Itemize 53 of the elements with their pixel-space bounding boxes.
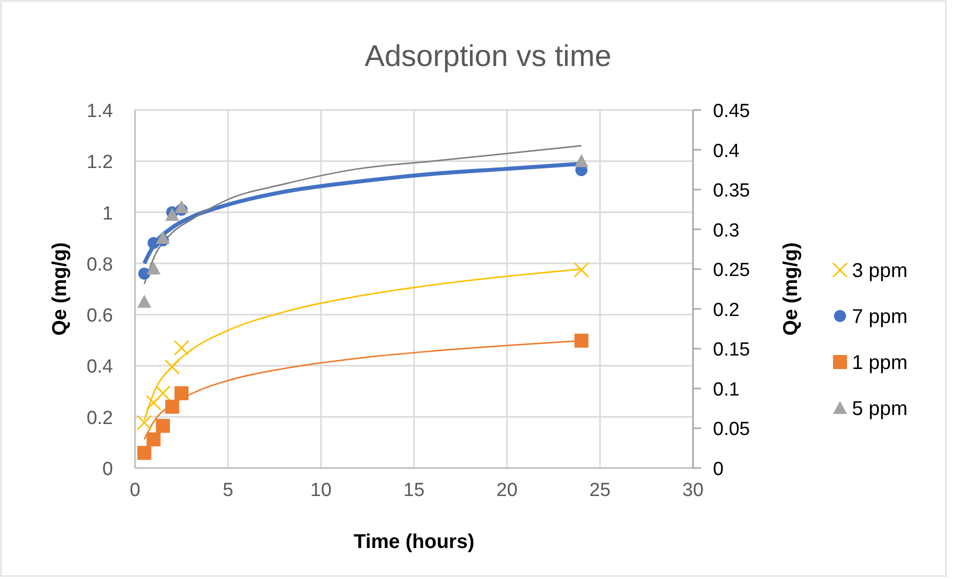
x-tick-label: 20 xyxy=(496,480,518,501)
y2-tick-label: 0.25 xyxy=(713,260,750,282)
y-tick-label: 0.2 xyxy=(86,408,113,429)
x-tick-label: 25 xyxy=(589,480,611,501)
y-tick-label: 1.4 xyxy=(86,101,114,122)
y2-tick-label: 0.4 xyxy=(713,140,740,162)
legend-label: 7 ppm xyxy=(852,306,908,328)
point xyxy=(174,340,190,356)
x-tick-label: 10 xyxy=(310,480,332,501)
point xyxy=(146,432,161,446)
point xyxy=(574,154,588,168)
line-series xyxy=(144,145,582,285)
y-tick-label: 0.4 xyxy=(86,356,114,378)
point xyxy=(156,418,170,433)
y2-tick-label: 0.1 xyxy=(713,379,740,400)
point xyxy=(574,262,590,278)
point xyxy=(174,386,188,400)
point xyxy=(165,400,180,414)
y-axis-title: Qe (mg/g) xyxy=(49,242,71,336)
y2-tick-label: 0.15 xyxy=(713,340,750,361)
y2-tick-label: 0.45 xyxy=(713,101,750,122)
y-tick-label: 1 xyxy=(102,203,113,224)
legend-label: 1 ppm xyxy=(852,352,908,374)
point xyxy=(138,268,150,280)
x-axis-title: Time (hours) xyxy=(354,531,474,553)
legend-label: 3 ppm xyxy=(852,260,908,282)
x-tick-label: 15 xyxy=(403,480,425,501)
point xyxy=(146,395,162,411)
y2-tick-label: 0.05 xyxy=(713,419,750,440)
point xyxy=(137,446,152,460)
y2-tick-label: 0 xyxy=(713,459,724,480)
x-tick-label: 30 xyxy=(682,480,704,501)
y2-axis-title: Qe (mg/g) xyxy=(780,242,802,336)
y-tick-label: 1.2 xyxy=(86,152,113,174)
y-tick-label: 0.8 xyxy=(86,254,113,276)
y2-tick-label: 0.2 xyxy=(713,300,740,321)
point xyxy=(137,294,152,308)
chart-title: Adsorption vs time xyxy=(364,40,612,73)
x-tick-label: 0 xyxy=(130,480,140,501)
y-tick-label: 0 xyxy=(102,459,113,480)
point xyxy=(136,414,152,430)
point xyxy=(574,334,588,348)
point xyxy=(155,385,171,401)
point xyxy=(146,262,161,275)
legend-label: 5 ppm xyxy=(852,398,908,420)
y2-tick-label: 0.35 xyxy=(713,180,750,202)
point xyxy=(165,208,180,221)
point xyxy=(164,359,180,375)
point xyxy=(174,200,188,214)
point xyxy=(156,230,170,244)
y-tick-label: 0.6 xyxy=(86,306,113,327)
y2-tick-label: 0.3 xyxy=(713,220,740,242)
x-tick-label: 5 xyxy=(222,480,234,501)
